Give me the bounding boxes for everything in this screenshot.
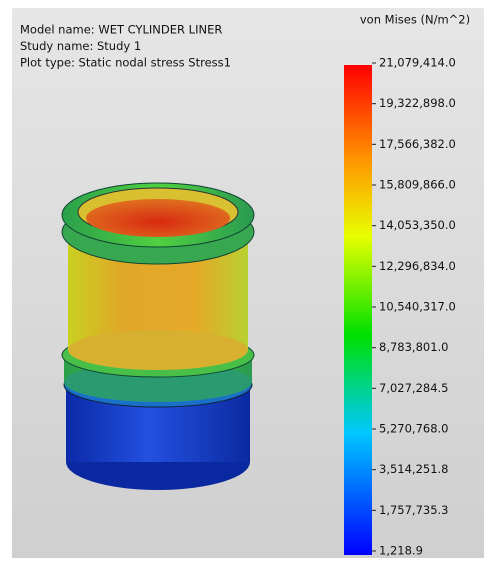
legend-label: 8,783,801.0: [379, 340, 449, 354]
cylinder-model: [62, 183, 254, 490]
legend-label: 15,809,866.0: [379, 178, 456, 192]
legend-label: 5,270,768.0: [379, 422, 449, 436]
header-line: Study name: Study 1: [20, 39, 141, 53]
legend-label: 3,514,251.8: [379, 462, 449, 476]
plot-window: Model name: WET CYLINDER LINER Study name…: [0, 0, 489, 562]
legend-label: 17,566,382.0: [379, 137, 456, 151]
bore: [86, 199, 230, 237]
legend-label: 1,218.9: [379, 544, 423, 558]
color-bar: [344, 65, 372, 555]
legend-label: 14,053,350.0: [379, 218, 456, 232]
legend-label: 19,322,898.0: [379, 96, 456, 110]
legend-label: 1,757,735.3: [379, 503, 449, 517]
page: Model name: WET CYLINDER LINER Study name…: [0, 0, 489, 562]
legend-label: 12,296,834.0: [379, 259, 456, 273]
legend-label: 10,540,317.0: [379, 300, 456, 314]
legend-label: 7,027,284.5: [379, 381, 449, 395]
body-bottom: [68, 330, 248, 370]
header-line: Model name: WET CYLINDER LINER: [20, 23, 222, 37]
header-line: Plot type: Static nodal stress Stress1: [20, 56, 231, 70]
legend-label: 21,079,414.0: [379, 56, 456, 70]
legend-title: von Mises (N/m^2): [360, 13, 470, 27]
